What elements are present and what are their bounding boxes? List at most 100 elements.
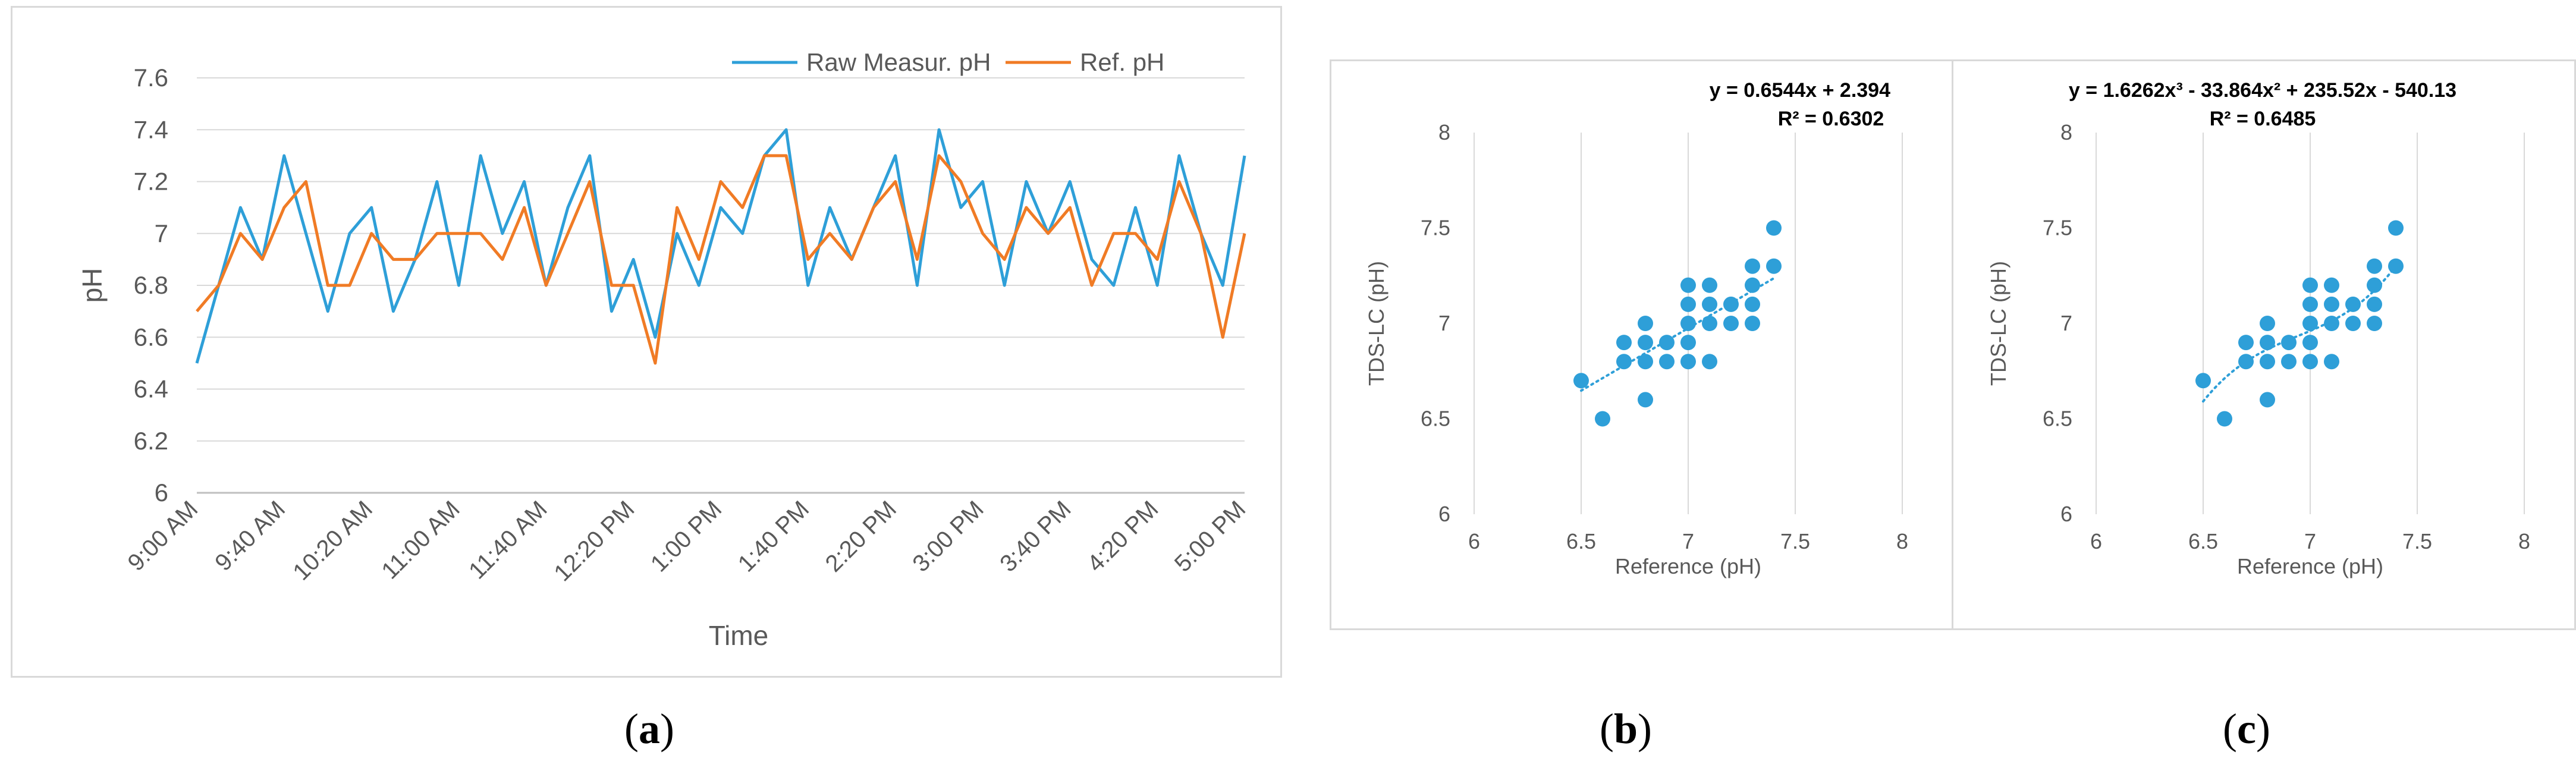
x-tick-label: 1:40 PM: [733, 496, 814, 577]
scatter-point: [2302, 335, 2318, 351]
scatter-point: [2238, 354, 2254, 370]
y-tick-label: 7.5: [2043, 216, 2072, 240]
scatter-point: [2345, 316, 2361, 331]
scatter-point: [2367, 316, 2382, 331]
y-tick-label: 6: [1438, 502, 1450, 526]
scatter-point: [1702, 277, 1717, 293]
y-axis-title: TDS-LC (pH): [1986, 261, 2010, 386]
x-tick-label: 10:20 AM: [288, 496, 378, 586]
scatter-point: [2217, 411, 2232, 427]
y-tick-label: 8: [2060, 120, 2072, 144]
x-tick-label: 7.5: [1780, 529, 1810, 553]
trendline-equation: y = 1.6262x³ - 33.864x² + 235.52x - 540.…: [2069, 79, 2456, 102]
y-axis-title: pH: [77, 268, 108, 303]
x-tick-label: 11:00 AM: [376, 496, 465, 584]
scatter-point: [2324, 296, 2339, 312]
scatter-point: [1680, 335, 1696, 351]
legend-label: Ref. pH: [1080, 48, 1164, 76]
scatter-point: [2324, 354, 2339, 370]
trendline: [2202, 265, 2397, 403]
scatter-point: [1745, 258, 1760, 274]
line-chart-panel: 6 6.2 6.4 6.6 6.8 7 7.2 7.4 7.6 9:00 AM 9:40 AM 10:…: [11, 6, 1282, 678]
x-axis-title: Time: [709, 620, 769, 651]
scatter-point: [2238, 335, 2254, 351]
y-tick-label: 7.5: [1421, 216, 1450, 240]
x-tick-label: 6: [2090, 529, 2102, 553]
x-tick-label: 7.5: [2402, 529, 2432, 553]
x-tick-label: 2:20 PM: [821, 496, 901, 577]
x-tick-label: 8: [2518, 529, 2530, 553]
y-axis-title: TDS-LC (pH): [1364, 261, 1388, 386]
scatter-point: [1766, 220, 1782, 236]
scatter-point: [2367, 277, 2382, 293]
x-tick-label: 5:00 PM: [1170, 496, 1251, 577]
scatter-point: [2302, 296, 2318, 312]
y-tick-label: 7: [1438, 311, 1450, 335]
x-tick-label: 9:00 AM: [122, 496, 203, 576]
x-axis-title: Reference (pH): [2237, 554, 2383, 578]
caption-a: (a): [624, 705, 674, 753]
scatter-point: [1680, 316, 1696, 331]
scatter-point: [2260, 354, 2275, 370]
scatter-point: [2324, 277, 2339, 293]
scatter-point: [2388, 258, 2404, 274]
y-tick-label: 7: [2060, 311, 2072, 335]
series-line-ref-ph: [196, 154, 1246, 365]
scatter-point: [2260, 316, 2275, 331]
x-tick-label: 6.5: [2188, 529, 2218, 553]
scatter-point: [1659, 354, 1675, 370]
x-tick-label: 9:40 AM: [210, 496, 290, 576]
scatter-point: [1766, 258, 1782, 274]
x-tick-label: 11:40 AM: [464, 496, 552, 584]
scatter-point: [1573, 373, 1589, 389]
scatter-point: [1638, 354, 1653, 370]
scatter-cubic-panel: 6 6.5 7 7.5 8 6 6.5 7 7.5 8 Reference (pH) TDS-LC (…: [1952, 59, 2576, 630]
scatter-point: [1745, 277, 1760, 293]
scatter-linear-chart: 6 6.5 7 7.5 8 6 6.5 7 7.5 8 Reference (pH) TDS-LC (…: [1364, 79, 1908, 578]
scatter-point: [2367, 258, 2382, 274]
scatter-point: [1745, 296, 1760, 312]
legend-label: Raw Measur. pH: [806, 48, 991, 76]
x-tick-label: 6.5: [1566, 529, 1596, 553]
scatter-point: [1638, 316, 1653, 331]
x-tick-label: 12:20 PM: [549, 496, 639, 586]
y-tick-label: 6.4: [134, 375, 168, 403]
scatter-point: [1702, 316, 1717, 331]
y-tick-label: 6.8: [134, 271, 168, 299]
scatter-point: [1723, 316, 1739, 331]
scatter-point: [1638, 392, 1653, 408]
scatter-point: [1616, 354, 1632, 370]
scatter-point: [1680, 296, 1696, 312]
y-tick-label: 7.6: [134, 64, 168, 92]
scatter-point: [2345, 296, 2361, 312]
scatter-point: [2281, 354, 2297, 370]
y-tick-label: 6.5: [2043, 407, 2072, 431]
scatter-point: [2260, 392, 2275, 408]
scatter-point: [1680, 277, 1696, 293]
y-tick-label: 7.2: [134, 168, 168, 196]
scatter-point: [1745, 316, 1760, 331]
trendline: [1580, 277, 1775, 392]
y-tick-label: 6.6: [134, 323, 168, 351]
scatter-point: [2324, 316, 2339, 331]
scatter-point: [1723, 296, 1739, 312]
line-chart: 6 6.2 6.4 6.6 6.8 7 7.2 7.4 7.6 9:00 AM 9:40 AM10:…: [77, 48, 1251, 651]
scatter-point: [1702, 296, 1717, 312]
caption-b: (b): [1600, 705, 1653, 753]
y-tick-label: 7: [155, 219, 168, 247]
x-tick-label: 7: [1682, 529, 1694, 553]
scatter-point: [1659, 335, 1675, 351]
scatter-point: [1595, 411, 1610, 427]
series-line-raw-measur-ph: [195, 128, 1246, 364]
scatter-point: [2195, 373, 2211, 389]
x-tick-label: 3:00 PM: [907, 496, 988, 577]
x-tick-label: 8: [1896, 529, 1908, 553]
scatter-point: [2388, 220, 2404, 236]
y-tick-label: 7.4: [134, 115, 168, 143]
scatter-point: [2302, 277, 2318, 293]
scatter-point: [2302, 316, 2318, 331]
y-tick-label: 6.2: [134, 427, 168, 455]
scatter-point: [1680, 354, 1696, 370]
x-tick-label: 3:40 PM: [995, 496, 1076, 577]
scatter-point: [2260, 335, 2275, 351]
